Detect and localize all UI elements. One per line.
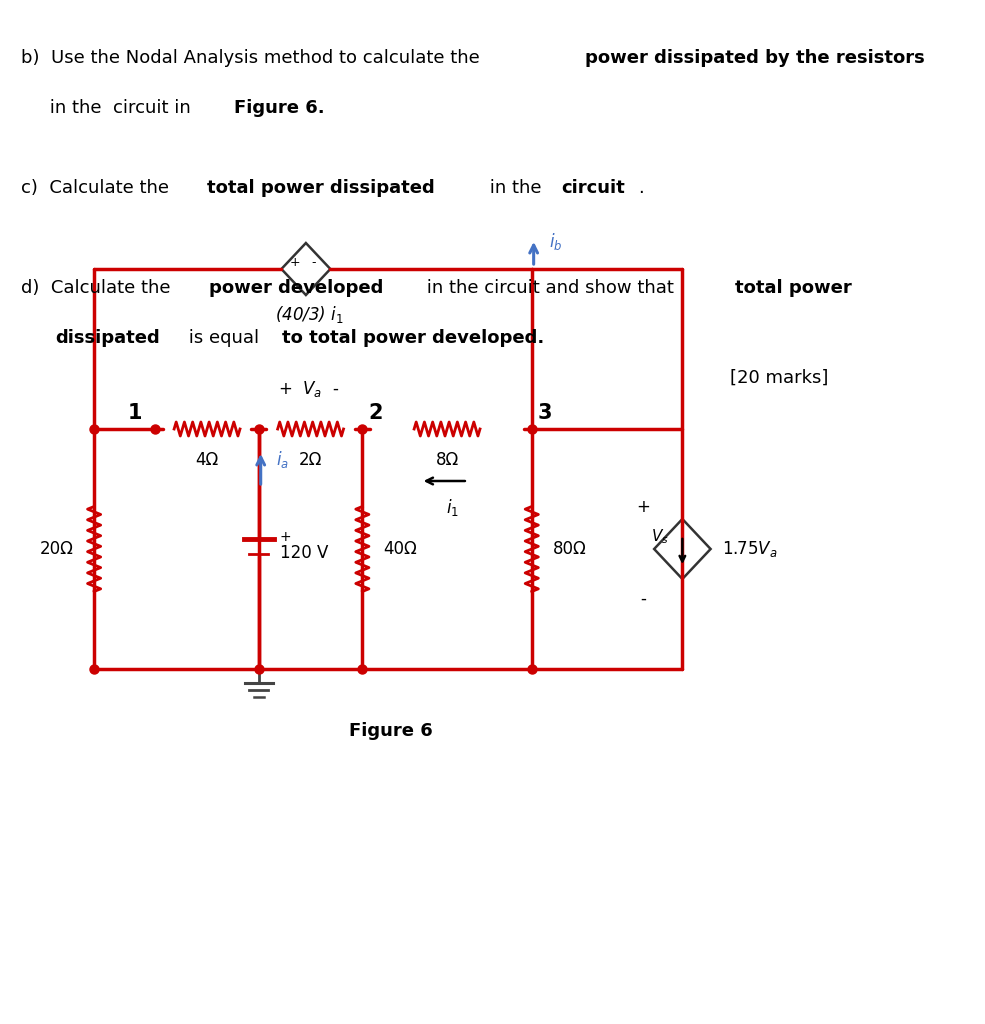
Text: power dissipated by the resistors: power dissipated by the resistors (585, 49, 925, 67)
Text: 2: 2 (368, 403, 382, 423)
Text: [20 marks]: [20 marks] (730, 369, 828, 387)
Text: -: - (311, 256, 315, 269)
Text: $i_b$: $i_b$ (549, 230, 562, 252)
Text: 3: 3 (538, 403, 552, 423)
Text: Figure 6: Figure 6 (349, 722, 432, 740)
Text: $i_1$: $i_1$ (446, 497, 459, 518)
Text: $i_a$: $i_a$ (276, 449, 289, 469)
Text: 120 V: 120 V (280, 544, 328, 562)
Text: b)  Use the Nodal Analysis method to calculate the: b) Use the Nodal Analysis method to calc… (21, 49, 486, 67)
Text: 20Ω: 20Ω (39, 540, 74, 558)
Text: 8Ω: 8Ω (435, 451, 459, 469)
Text: $V_s$: $V_s$ (651, 527, 669, 547)
Text: 2Ω: 2Ω (298, 451, 322, 469)
Text: +: + (280, 530, 292, 544)
Text: to total power developed.: to total power developed. (283, 329, 545, 347)
Text: dissipated: dissipated (55, 329, 161, 347)
Text: 1.75$V_a$: 1.75$V_a$ (722, 539, 777, 559)
Text: in the  circuit in: in the circuit in (21, 99, 196, 117)
Text: in the circuit and show that: in the circuit and show that (421, 279, 680, 297)
Text: d)  Calculate the: d) Calculate the (21, 279, 176, 297)
Text: (40/3) $i_1$: (40/3) $i_1$ (276, 304, 344, 325)
Text: +  $V_a$  -: + $V_a$ - (278, 379, 339, 399)
Text: circuit: circuit (560, 179, 624, 197)
Text: is equal: is equal (183, 329, 265, 347)
Text: 80Ω: 80Ω (553, 540, 586, 558)
Text: 40Ω: 40Ω (383, 540, 417, 558)
Text: -: - (640, 590, 646, 608)
Text: total power: total power (735, 279, 852, 297)
Text: +: + (290, 256, 299, 269)
Text: in the: in the (484, 179, 548, 197)
Text: 4Ω: 4Ω (195, 451, 219, 469)
Text: 1: 1 (127, 403, 142, 423)
Text: .: . (638, 179, 644, 197)
Text: Figure 6.: Figure 6. (233, 99, 324, 117)
Text: +: + (636, 498, 650, 516)
Text: total power dissipated: total power dissipated (208, 179, 435, 197)
Text: c)  Calculate the: c) Calculate the (21, 179, 174, 197)
Text: power developed: power developed (209, 279, 383, 297)
